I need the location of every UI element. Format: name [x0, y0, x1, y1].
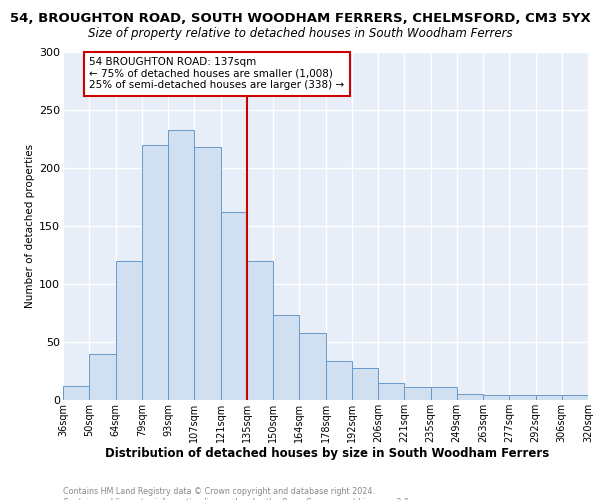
Bar — [142, 145, 168, 400]
Bar — [562, 396, 588, 400]
Text: Contains HM Land Registry data © Crown copyright and database right 2024.
Contai: Contains HM Land Registry data © Crown c… — [63, 488, 412, 500]
Bar — [115, 261, 142, 400]
Bar — [378, 382, 404, 400]
Bar — [483, 396, 509, 400]
Bar — [168, 130, 194, 400]
Bar — [63, 386, 89, 400]
Bar — [352, 368, 378, 400]
Bar — [457, 394, 483, 400]
Bar — [89, 354, 115, 400]
Bar — [221, 212, 247, 400]
Text: Distribution of detached houses by size in South Woodham Ferrers: Distribution of detached houses by size … — [105, 448, 549, 460]
Bar — [273, 316, 299, 400]
Bar — [194, 148, 221, 400]
Bar — [325, 360, 352, 400]
Text: 54, BROUGHTON ROAD, SOUTH WOODHAM FERRERS, CHELMSFORD, CM3 5YX: 54, BROUGHTON ROAD, SOUTH WOODHAM FERRER… — [10, 12, 590, 24]
Bar — [299, 333, 325, 400]
Bar — [509, 396, 536, 400]
Text: 54 BROUGHTON ROAD: 137sqm
← 75% of detached houses are smaller (1,008)
25% of se: 54 BROUGHTON ROAD: 137sqm ← 75% of detac… — [89, 57, 344, 90]
Bar — [431, 388, 457, 400]
Y-axis label: Number of detached properties: Number of detached properties — [25, 144, 35, 308]
Text: Size of property relative to detached houses in South Woodham Ferrers: Size of property relative to detached ho… — [88, 28, 512, 40]
Bar — [247, 261, 273, 400]
Bar — [536, 396, 562, 400]
Bar — [404, 388, 431, 400]
